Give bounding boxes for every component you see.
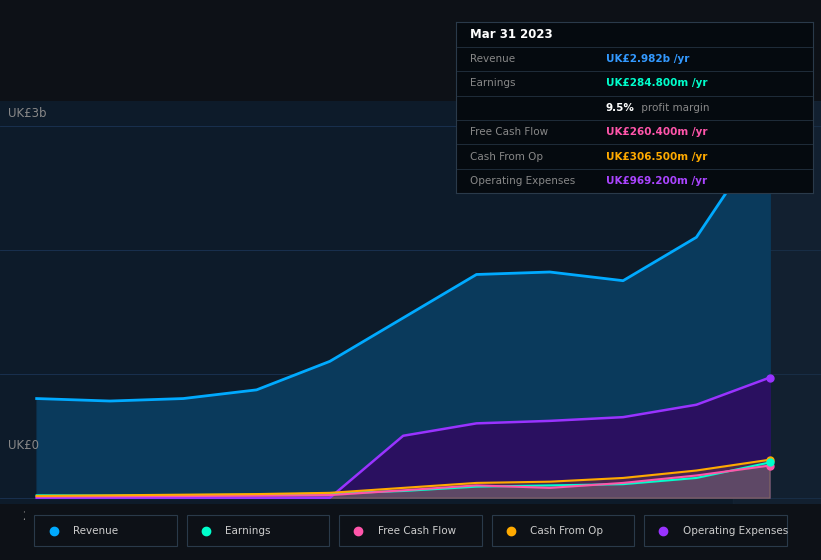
FancyBboxPatch shape xyxy=(339,515,482,546)
Text: UK£260.400m /yr: UK£260.400m /yr xyxy=(606,127,707,137)
Bar xyxy=(733,101,821,504)
Text: UK£3b: UK£3b xyxy=(8,107,47,120)
Text: Free Cash Flow: Free Cash Flow xyxy=(470,127,548,137)
Text: Mar 31 2023: Mar 31 2023 xyxy=(470,28,553,41)
FancyBboxPatch shape xyxy=(186,515,329,546)
Text: UK£306.500m /yr: UK£306.500m /yr xyxy=(606,152,707,162)
Text: Cash From Op: Cash From Op xyxy=(530,526,603,535)
Text: UK£284.800m /yr: UK£284.800m /yr xyxy=(606,78,707,88)
Text: 9.5%: 9.5% xyxy=(606,103,635,113)
Text: Operating Expenses: Operating Expenses xyxy=(682,526,788,535)
Text: Operating Expenses: Operating Expenses xyxy=(470,176,576,186)
Text: Free Cash Flow: Free Cash Flow xyxy=(378,526,456,535)
Text: Revenue: Revenue xyxy=(470,54,515,64)
Text: profit margin: profit margin xyxy=(638,103,709,113)
FancyBboxPatch shape xyxy=(492,515,635,546)
Text: Earnings: Earnings xyxy=(470,78,516,88)
Text: UK£0: UK£0 xyxy=(8,438,39,451)
Text: Revenue: Revenue xyxy=(73,526,118,535)
FancyBboxPatch shape xyxy=(34,515,177,546)
Text: Earnings: Earnings xyxy=(225,526,271,535)
Text: Cash From Op: Cash From Op xyxy=(470,152,543,162)
FancyBboxPatch shape xyxy=(644,515,787,546)
Text: UK£969.200m /yr: UK£969.200m /yr xyxy=(606,176,707,186)
Text: UK£2.982b /yr: UK£2.982b /yr xyxy=(606,54,689,64)
